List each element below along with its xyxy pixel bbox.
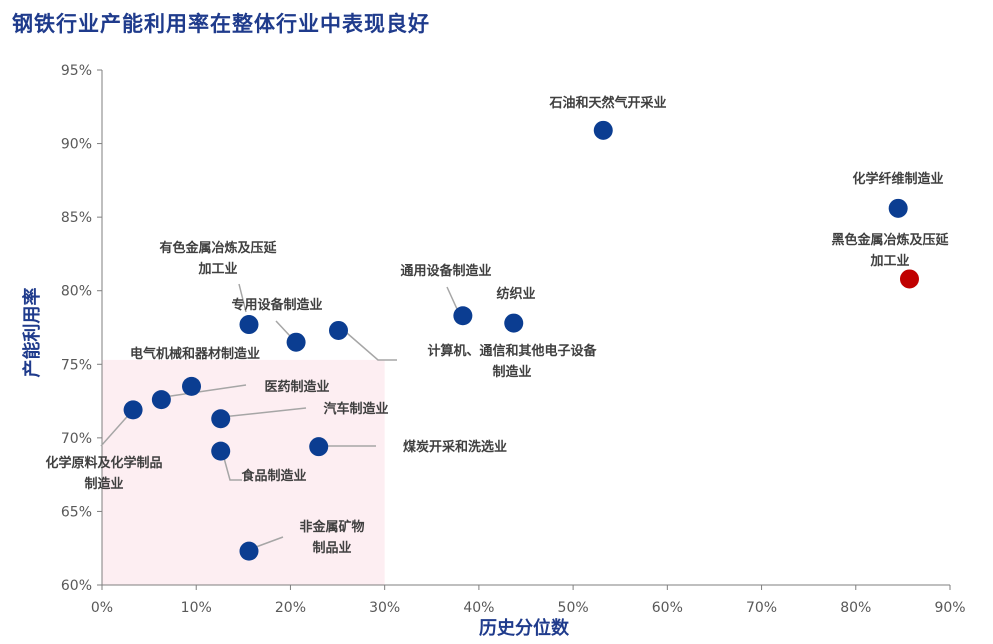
data-point [286,332,306,352]
y-axis-title: 产能利用率 [21,288,43,378]
data-point [211,409,231,429]
data-point [309,437,329,457]
data-point [899,269,919,289]
leader-line [255,536,284,548]
x-tick-label: 60% [652,600,683,616]
point-label: 制造业 [492,364,531,380]
point-label: 纺织业 [496,286,535,302]
point-label: 有色金属冶炼及压延 [159,240,277,256]
point-label: 非金属矿物 [299,519,364,535]
point-label: 专用设备制造业 [231,297,322,313]
point-label: 通用设备制造业 [400,263,491,279]
y-tick-label: 65% [61,504,92,520]
data-point [123,400,143,420]
y-tick-label: 90% [61,137,92,153]
x-tick-label: 20% [275,600,306,616]
point-label: 汽车制造业 [323,401,388,417]
y-tick-label: 60% [61,578,92,594]
data-point [182,376,202,396]
point-label: 食品制造业 [241,468,306,484]
y-tick-label: 70% [61,431,92,447]
x-tick-label: 70% [746,600,777,616]
leader-line [221,407,307,418]
point-label: 加工业 [869,253,909,269]
data-point [504,313,524,333]
point-label: 计算机、通信和其他电子设备 [427,343,597,359]
point-label: 制品业 [312,540,351,556]
leader-line [339,326,397,361]
point-label: 化学原料及化学制品 [45,455,162,471]
data-point [211,441,231,461]
y-tick-label: 80% [61,284,92,300]
leader-line [223,457,242,481]
x-tick-label: 80% [840,600,871,616]
point-label: 黑色金属冶炼及压延 [831,232,949,248]
leader-line [163,384,247,398]
x-tick-label: 10% [181,600,212,616]
x-tick-label: 40% [463,600,494,616]
point-label: 化学纤维制造业 [852,171,943,187]
point-label: 电气机械和器材制造业 [130,346,260,362]
x-tick-label: 50% [558,600,589,616]
y-tick-label: 75% [61,357,92,373]
x-tick-label: 90% [934,600,965,616]
point-label: 加工业 [197,261,237,277]
point-label: 煤炭开采和洗选业 [403,439,507,455]
point-label: 制造业 [84,476,123,492]
point-label: 石油和天然气开采业 [548,95,666,111]
y-tick-label: 85% [61,210,92,226]
x-tick-label: 30% [369,600,400,616]
leader-line [275,320,291,337]
y-tick-label: 95% [61,63,92,79]
leader-line [238,283,247,313]
data-point [151,390,171,410]
data-point [888,198,908,218]
data-point [593,120,613,140]
data-point [328,320,348,340]
leader-line [446,286,458,310]
chart-title: 钢铁行业产能利用率在整体行业中表现良好 [12,11,430,36]
x-axis-title: 历史分位数 [479,617,570,639]
x-tick-label: 0% [91,600,113,616]
point-label: 医药制造业 [264,379,329,395]
data-point [239,315,259,335]
data-point [239,541,259,561]
data-point [453,306,473,326]
